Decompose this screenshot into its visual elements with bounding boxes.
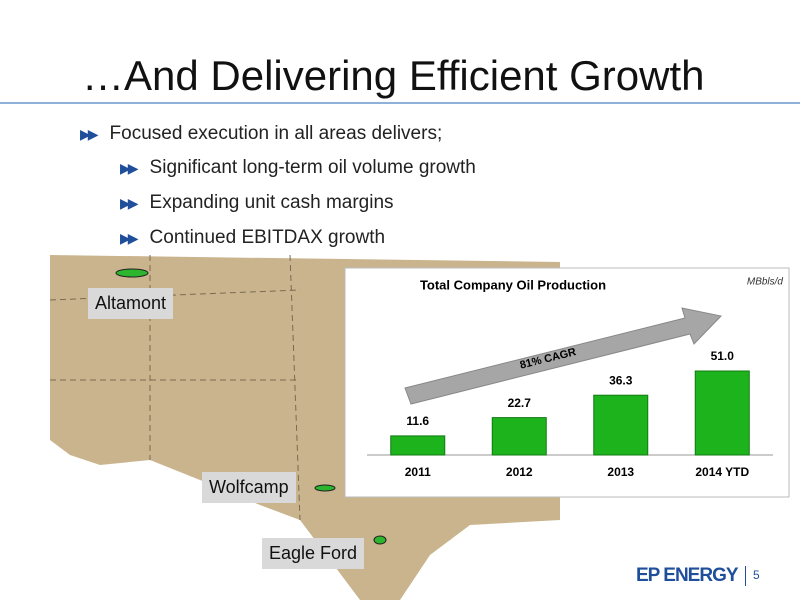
bar: [593, 394, 649, 456]
value-label: 22.7: [508, 396, 532, 410]
sub-bullet: ▶▶ Expanding unit cash margins: [120, 192, 394, 213]
map-label: Altamont: [88, 288, 174, 319]
bullet: ▶▶ Focused execution in all areas deliver…: [80, 123, 443, 144]
slide-title: …And Delivering Efficient Growth: [82, 52, 705, 99]
map-borders: [49, 254, 301, 521]
value-label: 36.3: [609, 373, 633, 387]
unit-label: MBbls/d: [747, 277, 784, 288]
value-label: 11.6: [406, 414, 429, 428]
sub-bullet: ▶▶ Continued EBITDAX growth: [120, 227, 386, 248]
sub-bullet: ▶▶ Significant long-term oil volume growt…: [120, 157, 476, 178]
map-label: Wolfcamp: [202, 472, 296, 503]
play-area: [115, 268, 149, 278]
x-tick-label: 2014 YTD: [695, 465, 749, 479]
x-tick-label: 2013: [607, 465, 634, 479]
chart: Total Company Oil Production MBbls/d 81%…: [344, 267, 790, 498]
play-area: [373, 535, 387, 545]
bullet-text: Significant long-term oil volume growth: [149, 157, 476, 178]
logo: EP ENERGY: [636, 565, 739, 586]
bar: [491, 417, 547, 456]
value-label: 51.0: [711, 349, 735, 363]
page-number: 5: [753, 568, 760, 582]
cagr-arrow: [404, 307, 722, 405]
bar: [694, 370, 750, 456]
x-tick-label: 2011: [405, 465, 431, 479]
bullet-text: Continued EBITDAX growth: [149, 227, 386, 248]
map-label: Eagle Ford: [262, 538, 365, 569]
bullet-text: Focused execution in all areas delivers;: [109, 123, 443, 144]
bar: [390, 435, 446, 456]
bullet-text: Expanding unit cash margins: [149, 192, 394, 213]
x-tick-label: 2012: [506, 465, 533, 479]
play-area: [314, 484, 336, 492]
chart-title: Total Company Oil Production: [420, 277, 606, 292]
